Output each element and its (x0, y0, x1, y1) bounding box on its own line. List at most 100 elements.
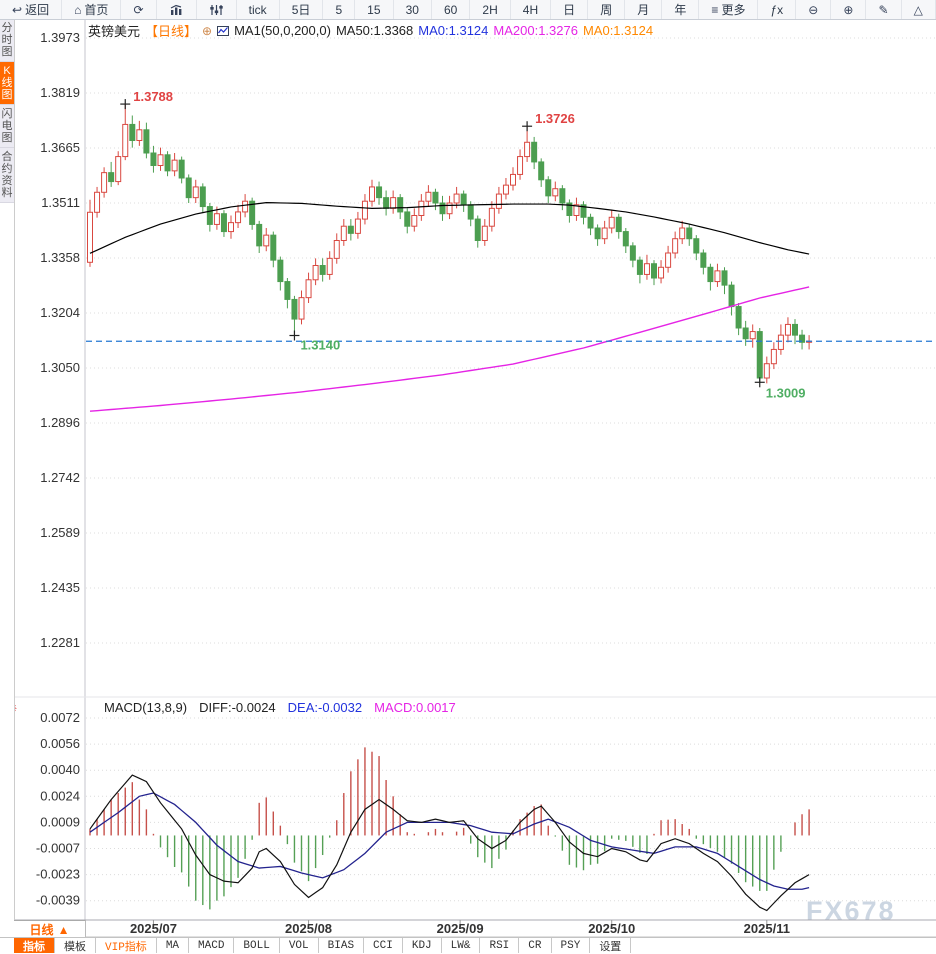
indicator-tabbar: 指标 模板 VIP指标 MA MACD BOLL VOL BIAS CCI KDJ LW& RSI CR… (0, 937, 936, 954)
toolbar-period-day-button[interactable]: 日 (551, 0, 589, 19)
period-label: 【日线】 (145, 24, 198, 39)
toolbar: ↩ 返回 ⌂ 首页 ⟳ tick 5日 5 15 30 60 2H 4H 日 周 月 年 ≡ 更多 ƒx ⊖ ⊕ ✎ △ (0, 0, 936, 20)
svg-text:-0.0039: -0.0039 (36, 893, 80, 908)
candlestick-series (87, 104, 813, 384)
svg-text:2025/10: 2025/10 (588, 921, 635, 936)
toolbar-period-15-button[interactable]: 15 (355, 0, 394, 19)
ma-settings: MA1(50,0,200,0) (234, 23, 331, 38)
toolbar-label: 周 (600, 3, 613, 17)
toolbar-period-5-button[interactable]: 5 (323, 0, 356, 19)
toolbar-zoom-in-button[interactable]: ⊕ (831, 0, 867, 19)
tab-settings[interactable]: 设置 (590, 938, 632, 954)
sidebar-item-lightning-chart[interactable]: 闪电图 (0, 105, 14, 148)
svg-text:1.3819: 1.3819 (40, 85, 80, 100)
macd-histogram (89, 747, 810, 910)
macd-header: MACD(13,8,9) DIFF:-0.0024 DEA:-0.0032 MA… (104, 700, 456, 715)
toolbar-shapes-button[interactable]: △ (902, 0, 936, 19)
svg-text:0.0056: 0.0056 (40, 736, 80, 751)
toolbar-more-button[interactable]: ≡ 更多 (699, 0, 759, 19)
sidebar-item-contract-info[interactable]: 合约资料 (0, 148, 14, 203)
svg-text:0.0072: 0.0072 (40, 710, 80, 725)
tab-cr[interactable]: CR (519, 938, 552, 953)
svg-text:1.3140: 1.3140 (300, 338, 340, 353)
tab-vip-indicators[interactable]: VIP指标 (96, 938, 157, 954)
moving-averages (89, 202, 810, 412)
toolbar-label: 5 (335, 2, 343, 17)
tab-indicators[interactable]: 指标 (14, 938, 55, 954)
svg-text:1.3511: 1.3511 (41, 195, 80, 210)
toolbar-period-week-button[interactable]: 周 (588, 0, 626, 19)
toolbar-period-month-button[interactable]: 月 (625, 0, 663, 19)
tab-psy[interactable]: PSY (552, 938, 591, 953)
tab-kdj[interactable]: KDJ (403, 938, 442, 953)
toolbar-period-60-button[interactable]: 60 (432, 0, 471, 19)
svg-text:-0.0023: -0.0023 (36, 867, 80, 882)
macd-lines (89, 774, 810, 912)
tab-vol[interactable]: VOL (280, 938, 319, 953)
back-icon: ↩ (12, 2, 23, 17)
toolbar-draw-button[interactable]: ✎ (866, 0, 902, 19)
toolbar-period-2h-button[interactable]: 2H (470, 0, 511, 19)
x-axis-labels: 2025/07 2025/08 2025/09 2025/10 2025/11 (130, 920, 790, 936)
ma0-orange-value: MA0:1.3124 (582, 23, 654, 38)
sidebar-item-kline-chart[interactable]: K线图 (0, 62, 14, 105)
macd-title: MACD(13,8,9) (104, 700, 188, 715)
tab-boll[interactable]: BOLL (234, 938, 280, 953)
svg-text:0.0009: 0.0009 (40, 814, 80, 829)
toolbar-period-5d-button[interactable]: 5日 (280, 0, 324, 19)
svg-text:1.2435: 1.2435 (40, 580, 80, 595)
toolbar-label: ƒx (770, 2, 784, 17)
svg-text:1.3973: 1.3973 (40, 30, 80, 45)
toolbar-period-year-button[interactable]: 年 (662, 0, 700, 19)
toolbar-label: 更多 (721, 3, 746, 17)
tab-bias[interactable]: BIAS (319, 938, 365, 953)
toolbar-label: 月 (637, 3, 650, 17)
tab-ma[interactable]: MA (157, 938, 190, 953)
svg-text:0.0024: 0.0024 (40, 788, 80, 803)
toolbar-period-30-button[interactable]: 30 (394, 0, 432, 19)
toolbar-period-4h-button[interactable]: 4H (511, 0, 552, 19)
toolbar-refresh-button[interactable]: ⟳ (121, 0, 157, 19)
svg-text:1.2281: 1.2281 (40, 635, 80, 650)
toolbar-tick-button[interactable]: tick (237, 0, 280, 19)
tab-cci[interactable]: CCI (364, 938, 403, 953)
chevron-up-icon: ▲ (57, 922, 70, 937)
add-compare-icon[interactable]: ⊕ (202, 23, 213, 38)
svg-text:2025/11: 2025/11 (744, 921, 790, 936)
toolbar-home-button[interactable]: ⌂ 首页 (62, 0, 122, 19)
toolbar-label: 日 (563, 3, 576, 17)
tab-macd[interactable]: MACD (189, 938, 235, 953)
toolbar-label: 15 (367, 2, 381, 17)
period-selector-label: 日线 (29, 923, 54, 937)
svg-text:1.2589: 1.2589 (40, 525, 80, 540)
period-selector[interactable]: 日线 ▲ (14, 920, 86, 938)
svg-text:1.3358: 1.3358 (40, 250, 80, 265)
macd-diff-value: DIFF:-0.0024 (199, 700, 276, 715)
axis-labels: 1.3973 1.3819 1.3665 1.3511 1.3358 1.3204 1.30… (36, 30, 80, 908)
zoom-in-icon: ⊕ (843, 2, 854, 17)
tab-lw[interactable]: LW& (442, 938, 481, 953)
svg-text:0.0040: 0.0040 (40, 762, 80, 777)
symbol-name: 英镑美元 (88, 24, 141, 39)
toolbar-zoom-out-button[interactable]: ⊖ (796, 0, 832, 19)
toolbar-indicator-sliders-button[interactable] (197, 0, 237, 19)
sidebar-item-time-share-chart[interactable]: 分时图 (0, 19, 14, 62)
tab-rsi[interactable]: RSI (480, 938, 520, 953)
ma-indicator-icon[interactable] (217, 25, 230, 37)
macd-value: MACD:0.0017 (374, 700, 456, 715)
grid-lines (86, 37, 936, 902)
toolbar-label: 2H (482, 2, 498, 17)
toolbar-label: 5日 (291, 3, 311, 17)
toolbar-formula-button[interactable]: ƒx (758, 0, 797, 19)
sidebar: 分时图 K线图 闪电图 合约资料 (0, 19, 15, 952)
ma50-value: MA50:1.3368 (335, 23, 414, 38)
tab-templates[interactable]: 模板 (55, 938, 96, 954)
toolbar-kline-chart-button[interactable] (157, 0, 197, 19)
toolbar-back-button[interactable]: ↩ 返回 (0, 0, 63, 19)
toolbar-label: 年 (674, 3, 687, 17)
indicator-sliders-icon (209, 4, 223, 15)
more-icon: ≡ (711, 2, 719, 17)
svg-text:1.3788: 1.3788 (133, 89, 173, 104)
chart-frame (0, 19, 936, 938)
